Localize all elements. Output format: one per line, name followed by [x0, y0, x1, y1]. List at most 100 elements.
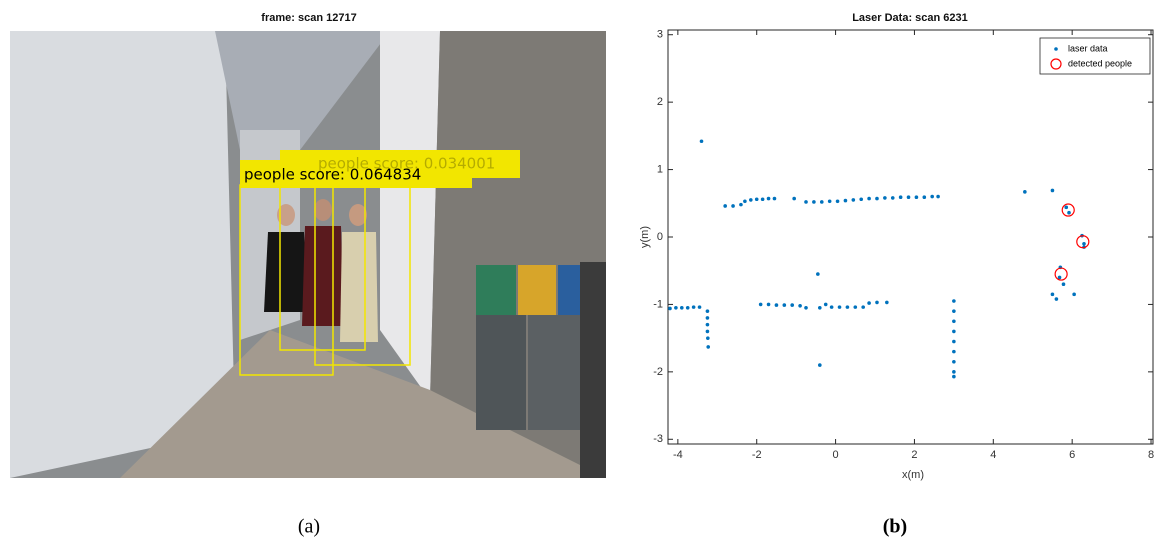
laser-point — [824, 303, 828, 307]
laser-point — [859, 197, 863, 201]
x-tick-label: 0 — [833, 449, 839, 461]
x-tick-label: 6 — [1069, 449, 1075, 461]
laser-point — [706, 323, 710, 327]
laser-point — [1072, 293, 1076, 297]
laser-point — [739, 203, 743, 207]
laser-point — [700, 139, 704, 143]
y-axis-label: y(m) — [639, 226, 651, 248]
laser-point — [749, 198, 753, 202]
laser-point — [952, 330, 956, 334]
laser-point — [867, 301, 871, 305]
y-tick-label: 3 — [657, 29, 663, 41]
laser-point — [891, 196, 895, 200]
laser-point — [923, 195, 927, 199]
laser-point — [830, 305, 834, 309]
laser-point — [875, 301, 879, 305]
laser-point — [853, 305, 857, 309]
y-tick-label: 1 — [657, 163, 663, 175]
laser-point — [875, 197, 879, 201]
x-tick-label: -2 — [752, 449, 762, 461]
laser-point — [692, 305, 696, 309]
laser-point — [952, 340, 956, 344]
laser-point — [759, 303, 763, 307]
laser-point — [783, 303, 787, 307]
x-tick-label: 2 — [911, 449, 917, 461]
y-tick-label: -1 — [653, 298, 663, 310]
laser-point — [767, 303, 771, 307]
laser-point — [844, 199, 848, 203]
y-tick-label: -3 — [653, 433, 663, 445]
laser-point — [767, 197, 771, 201]
laser-point — [952, 350, 956, 354]
laser-point — [883, 196, 887, 200]
caption: (b) — [883, 516, 907, 538]
laser-point — [820, 200, 824, 204]
laser-point — [731, 204, 735, 208]
laser-point — [773, 197, 777, 201]
laser-point — [952, 319, 956, 323]
laser-point — [761, 197, 765, 201]
laser-point — [852, 198, 856, 202]
laser-point — [1023, 190, 1027, 194]
laser-point — [952, 370, 956, 374]
laser-point — [743, 199, 747, 203]
laser-point — [1051, 293, 1055, 297]
legend: laser data detected people — [1040, 38, 1150, 74]
laser-point — [861, 305, 865, 309]
figure: frame: scan 12717 people score: 0.034001… — [0, 0, 1159, 551]
y-tick-label: -2 — [653, 366, 663, 378]
laser-point — [828, 199, 832, 203]
legend-swatch — [1054, 47, 1058, 51]
laser-point — [1064, 206, 1068, 210]
laser-point — [755, 197, 759, 201]
laser-point — [1067, 211, 1071, 215]
laser-point — [885, 301, 889, 305]
laser-point — [804, 200, 808, 204]
laser-point — [816, 272, 820, 276]
laser-point — [818, 363, 822, 367]
x-tick-label: -4 — [673, 449, 683, 461]
laser-point — [798, 304, 802, 308]
laser-point — [775, 303, 779, 307]
laser-point — [952, 375, 956, 379]
laser-point — [1051, 189, 1055, 193]
legend-label: detected people — [1068, 58, 1132, 68]
laser-point — [706, 309, 710, 313]
laser-point — [680, 306, 684, 310]
laser-point — [812, 200, 816, 204]
chart-title: Laser Data: scan 6231 — [852, 12, 968, 24]
laser-point — [706, 345, 710, 349]
laser-point — [1062, 282, 1066, 286]
y-tick-label: 0 — [657, 231, 663, 243]
laser-point — [907, 195, 911, 199]
laser-point — [818, 306, 822, 310]
laser-point — [846, 305, 850, 309]
laser-point — [792, 197, 796, 201]
laser-point — [668, 307, 672, 311]
laser-point — [915, 195, 919, 199]
photo-title: frame: scan 12717 — [261, 12, 356, 24]
laser-point — [952, 299, 956, 303]
laser-point — [838, 305, 842, 309]
laser-point — [1055, 297, 1059, 301]
legend-label: laser data — [1068, 43, 1108, 53]
laser-point — [706, 330, 710, 334]
x-tick-label: 4 — [990, 449, 996, 461]
laser-point — [899, 195, 903, 199]
laser-point — [706, 336, 710, 340]
detection-label: people score: 0.064834 — [244, 166, 421, 184]
laser-point — [706, 316, 710, 320]
laser-point — [1082, 242, 1086, 246]
laser-point — [936, 195, 940, 199]
x-axis-label: x(m) — [902, 469, 924, 481]
laser-point — [674, 306, 678, 310]
laser-point — [836, 199, 840, 203]
laser-point — [867, 197, 871, 201]
laser-point — [930, 195, 934, 199]
laser-point — [698, 305, 702, 309]
photo — [10, 31, 606, 478]
laser-point — [952, 360, 956, 364]
x-tick-label: 8 — [1148, 449, 1154, 461]
laser-point — [790, 303, 794, 307]
laser-point — [952, 309, 956, 313]
